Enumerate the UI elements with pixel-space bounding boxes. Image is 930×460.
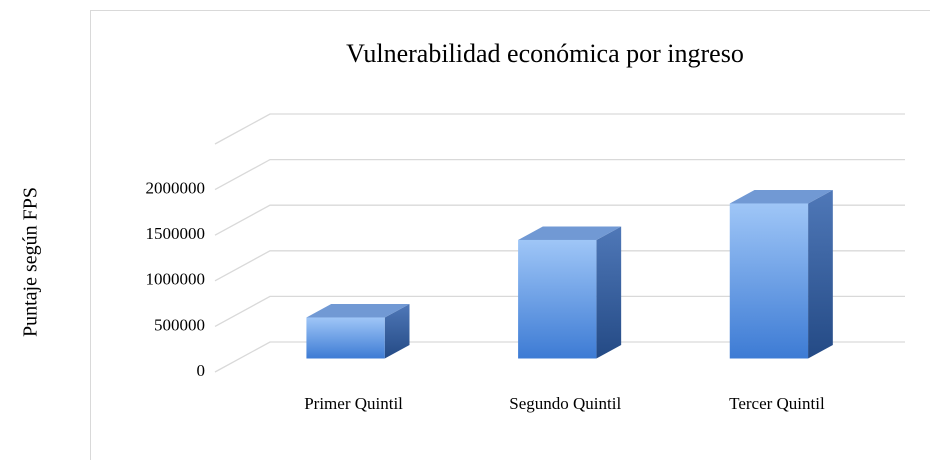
bar [518, 239, 597, 359]
y-tick-label: 500000 [154, 315, 205, 334]
grid-line [214, 341, 905, 373]
y-tick-label: 2000000 [146, 179, 206, 198]
bar-top [729, 189, 833, 204]
bar-side [384, 303, 410, 359]
bar [729, 203, 809, 359]
grid-line [214, 158, 905, 191]
x-tick-label: Tercer Quintil [729, 394, 825, 413]
bar [306, 317, 385, 359]
grid-line [214, 295, 905, 327]
x-tick-label: Primer Quintil [304, 394, 403, 413]
y-tick-label: 1500000 [146, 224, 206, 243]
grid-line [214, 204, 905, 236]
y-axis-label: Puntaje según FPS [20, 187, 42, 337]
bar-top [518, 226, 622, 240]
bar-side [808, 189, 833, 359]
bar-top [306, 303, 410, 318]
chart-border [90, 10, 930, 460]
y-tick-label: 1000000 [146, 270, 206, 289]
bar-side [596, 226, 622, 359]
x-tick-label: Segundo Quintil [509, 394, 621, 413]
y-tick-label: 0 [197, 361, 206, 380]
chart-title: Vulnerabilidad económica por ingreso [346, 39, 744, 68]
grid-line [214, 113, 905, 145]
grid-line [214, 250, 905, 282]
